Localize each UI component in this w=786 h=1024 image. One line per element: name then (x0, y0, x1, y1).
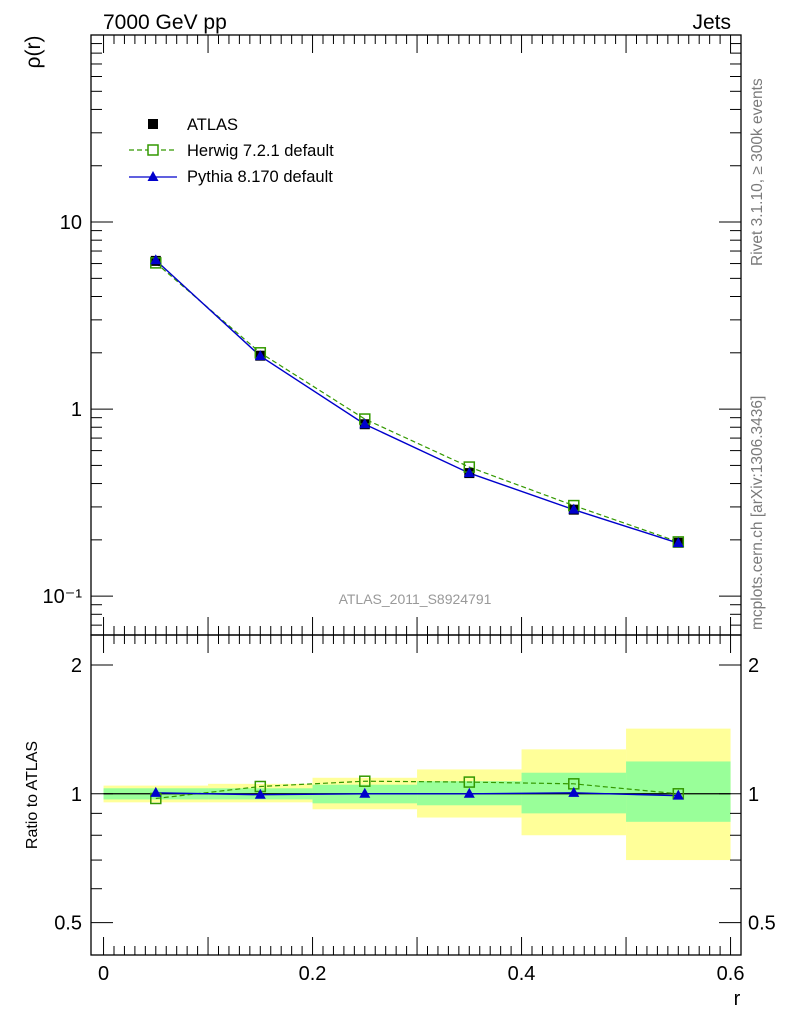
ratio-y-tick-label-right: 1 (748, 784, 759, 806)
pythia-line (155, 259, 679, 544)
y-tick-label: 1 (71, 399, 82, 421)
header-left-text: 7000 GeV pp (103, 11, 227, 34)
legend-marker-herwig (147, 144, 159, 156)
ratio-pythia-point (359, 787, 371, 798)
x-tick-label: 0 (98, 963, 109, 985)
ratio-pythia-point (150, 786, 162, 797)
legend-marker-pythia (147, 171, 159, 181)
ratio-pythia-point (254, 788, 266, 799)
herwig-line (155, 262, 679, 543)
watermark-text: ATLAS_2011_S8924791 (339, 591, 492, 607)
legend-marker-atlas (148, 119, 158, 129)
header-right-text: Jets (692, 11, 731, 34)
pythia-point (359, 418, 371, 429)
ratio-plot-frame (90, 634, 742, 956)
ratio-y-tick-label-left: 2 (71, 655, 82, 677)
ratio-herwig-point (359, 775, 371, 787)
ratio-y-tick-label-right: 0.5 (748, 913, 776, 935)
y-tick-label: 10⁻¹ (43, 586, 83, 608)
x-axis-label: r (734, 988, 741, 1010)
ratio-pythia-point (463, 787, 475, 798)
legend-label-herwig: Herwig 7.2.1 default (187, 142, 334, 160)
pythia-point (463, 467, 475, 478)
ratio-panel: 0 0.2 0.4 0.6 0.5 0.5 1 1 2 2 (54, 634, 776, 985)
main-panel: 10⁻¹ 1 10 (43, 34, 742, 636)
ratio-pythia-point (568, 786, 580, 797)
ratio-y-tick-label-left: 1 (71, 784, 82, 806)
ratio-herwig-point (463, 776, 476, 788)
legend-label-atlas: ATLAS (187, 116, 238, 134)
rivet-side-text: Rivet 3.1.10, ≥ 300k events (749, 78, 766, 266)
pythia-point (150, 254, 162, 265)
ratio-pythia-line (155, 792, 679, 797)
y-tick-label: 10 (60, 212, 82, 234)
ratio-y-tick-label-right: 2 (748, 655, 759, 677)
pythia-point (568, 503, 580, 514)
mcplots-side-text: mcplots.cern.ch [arXiv:1306.3436] (749, 396, 766, 630)
ratio-y-tick-label-left: 0.5 (54, 913, 82, 935)
x-tick-label: 0.2 (299, 963, 327, 985)
ratio-herwig-line (155, 780, 679, 800)
legend-label-pythia: Pythia 8.170 default (187, 168, 333, 186)
ratio-pythia-point (672, 789, 684, 800)
main-y-axis-label: ρ(r) (22, 36, 45, 69)
ratio-y-axis-label: Ratio to ATLAS (24, 741, 41, 849)
x-tick-label: 0.6 (717, 963, 745, 985)
x-tick-label: 0.4 (508, 963, 536, 985)
pythia-point (672, 537, 684, 548)
pythia-point (254, 350, 266, 361)
legend: ATLAS Herwig 7.2.1 default Pythia 8.170 … (129, 116, 334, 186)
